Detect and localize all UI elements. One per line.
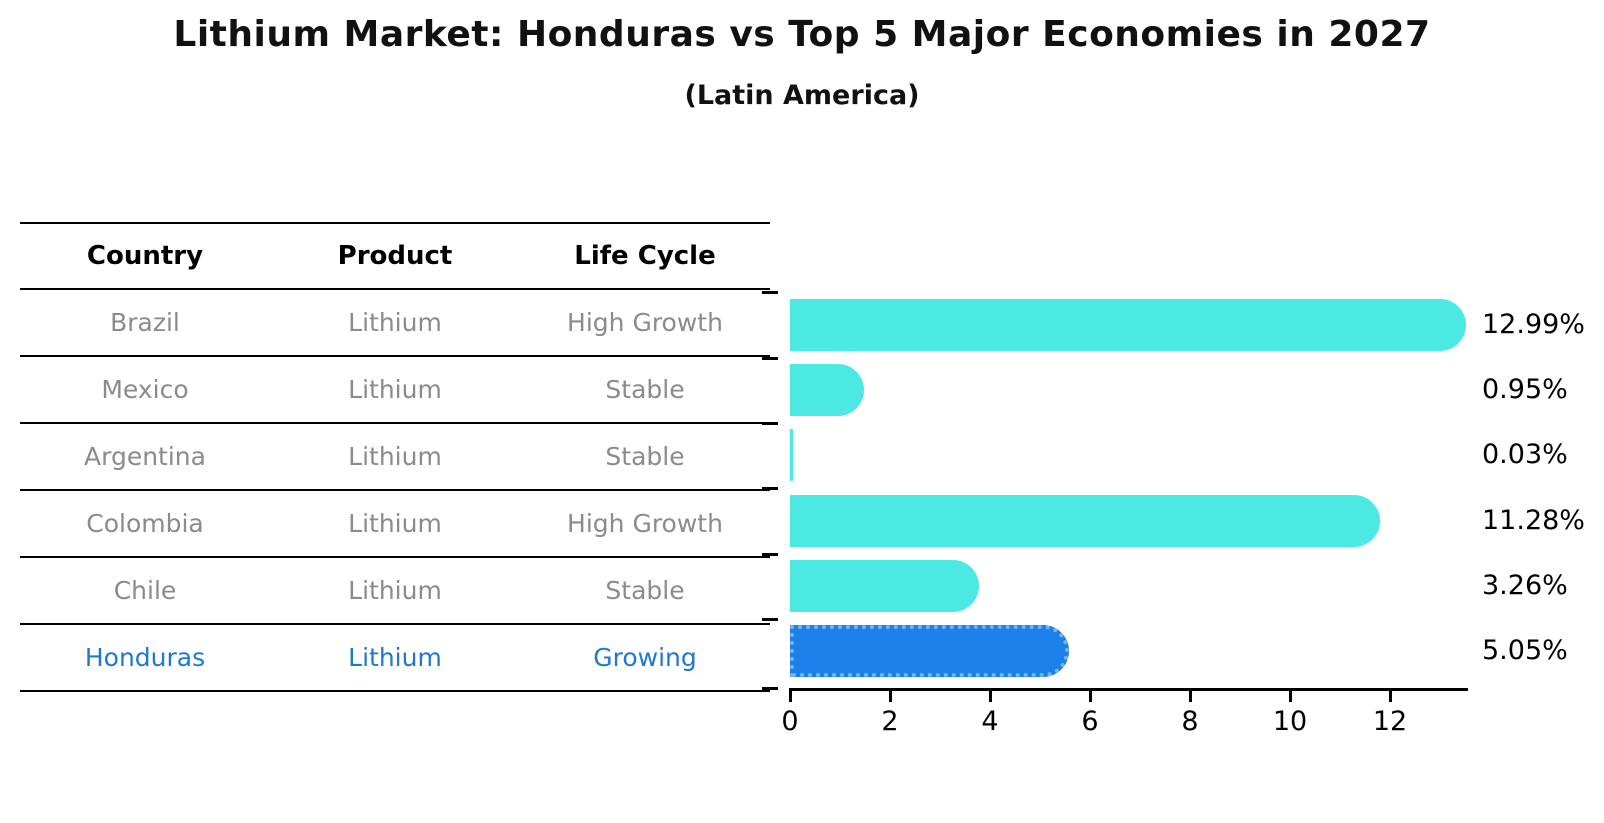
x-tick — [1089, 688, 1092, 702]
chart-title: Lithium Market: Honduras vs Top 5 Major … — [173, 14, 1431, 55]
y-tick — [762, 487, 778, 490]
header-cell-product: Product — [337, 241, 453, 271]
table-row-mexico: Mexico Lithium Stable — [20, 357, 770, 424]
cell-product: Lithium — [348, 375, 442, 404]
cell-product: Lithium — [348, 509, 442, 538]
cell-life-cycle: Stable — [605, 576, 685, 605]
cell-life-cycle: High Growth — [567, 509, 723, 538]
y-tick — [762, 422, 778, 425]
cell-country: Honduras — [84, 643, 206, 672]
y-tick — [762, 687, 778, 690]
x-tick-label: 4 — [981, 706, 999, 737]
cell-product: Lithium — [348, 643, 442, 672]
header-cell-country: Country — [86, 241, 204, 271]
value-label: 11.28% — [1482, 505, 1585, 536]
x-tick-label: 0 — [781, 706, 799, 737]
comparison-table: Country Product Life Cycle Brazil Lithiu… — [20, 222, 770, 692]
table-row-brazil: Brazil Lithium High Growth — [20, 290, 770, 357]
x-tick — [989, 688, 992, 702]
x-tick — [1189, 688, 1192, 702]
x-tick — [1289, 688, 1292, 702]
value-label: 0.03% — [1482, 439, 1568, 470]
value-label: 3.26% — [1482, 570, 1568, 601]
cell-product: Lithium — [348, 442, 442, 471]
bar-brazil — [790, 299, 1466, 351]
cell-country: Chile — [113, 576, 177, 605]
x-tick-label: 12 — [1372, 706, 1408, 737]
x-tick — [1389, 688, 1392, 702]
y-tick — [762, 357, 778, 360]
x-tick-label: 10 — [1272, 706, 1308, 737]
value-label: 0.95% — [1482, 374, 1568, 405]
bar-mexico — [790, 364, 864, 416]
cell-country: Brazil — [110, 308, 180, 337]
x-tick-label: 6 — [1081, 706, 1099, 737]
table-row-chile: Chile Lithium Stable — [20, 558, 770, 625]
cell-life-cycle: Stable — [605, 442, 685, 471]
bar-colombia — [790, 495, 1380, 547]
value-label: 5.05% — [1482, 635, 1568, 666]
bar-honduras — [790, 625, 1069, 677]
table-row-honduras: Honduras Lithium Growing — [20, 625, 770, 692]
bar-chile — [790, 560, 979, 612]
x-tick — [789, 688, 792, 702]
bar-argentina — [790, 429, 793, 481]
cell-product: Lithium — [348, 576, 442, 605]
cell-life-cycle: High Growth — [567, 308, 723, 337]
cell-country: Argentina — [84, 442, 206, 471]
table-header-row: Country Product Life Cycle — [20, 224, 770, 290]
y-tick — [762, 553, 778, 556]
cell-life-cycle: Growing — [593, 643, 697, 672]
cell-country: Colombia — [86, 509, 204, 538]
x-axis-line — [790, 688, 1468, 691]
value-label: 12.99% — [1482, 309, 1585, 340]
cell-life-cycle: Stable — [605, 375, 685, 404]
y-tick — [762, 291, 778, 294]
cell-country: Mexico — [101, 375, 189, 404]
y-tick — [762, 618, 778, 621]
table-row-colombia: Colombia Lithium High Growth — [20, 491, 770, 558]
table-row-argentina: Argentina Lithium Stable — [20, 424, 770, 491]
chart-subtitle: (Latin America) — [684, 80, 920, 111]
x-tick — [889, 688, 892, 702]
cell-product: Lithium — [348, 308, 442, 337]
x-tick-label: 2 — [881, 706, 899, 737]
header-cell-life-cycle: Life Cycle — [574, 241, 716, 271]
x-tick-label: 8 — [1181, 706, 1199, 737]
